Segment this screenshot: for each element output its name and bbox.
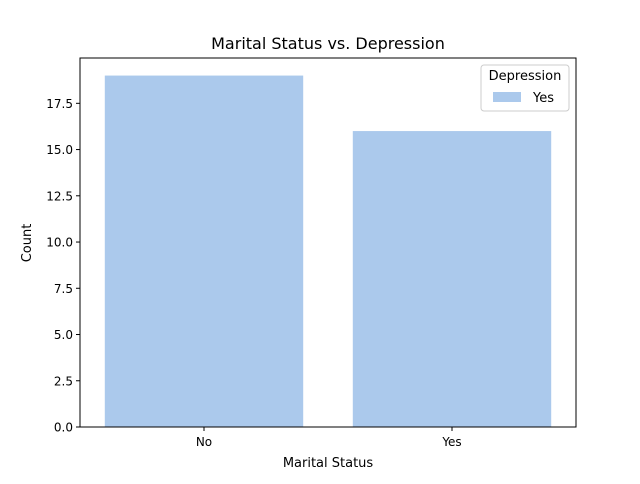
legend: Depression Yes <box>480 64 570 112</box>
bars-layer <box>104 75 552 428</box>
chart-title: Marital Status vs. Depression <box>211 34 445 53</box>
legend-title: Depression <box>489 69 562 84</box>
bar-no <box>104 75 304 428</box>
x-axis: No Yes <box>196 427 462 449</box>
y-tick-label: 5.0 <box>54 328 73 342</box>
x-tick-label: Yes <box>441 435 461 449</box>
y-tick-label: 12.5 <box>46 189 73 203</box>
y-tick-label: 7.5 <box>54 282 73 296</box>
x-tick-label: No <box>196 435 212 449</box>
y-tick-label: 15.0 <box>46 143 73 157</box>
y-axis-label: Count <box>20 224 35 263</box>
x-axis-label: Marital Status <box>283 456 374 471</box>
y-axis: 0.0 2.5 5.0 7.5 10.0 12.5 15.0 17.5 <box>46 97 80 435</box>
y-tick-label: 0.0 <box>54 421 73 435</box>
legend-label-yes: Yes <box>532 91 554 106</box>
y-tick-label: 2.5 <box>54 374 73 388</box>
y-tick-label: 10.0 <box>46 236 73 250</box>
legend-swatch-yes <box>493 92 521 102</box>
bar-yes <box>352 131 552 427</box>
y-tick-label: 17.5 <box>46 97 73 111</box>
